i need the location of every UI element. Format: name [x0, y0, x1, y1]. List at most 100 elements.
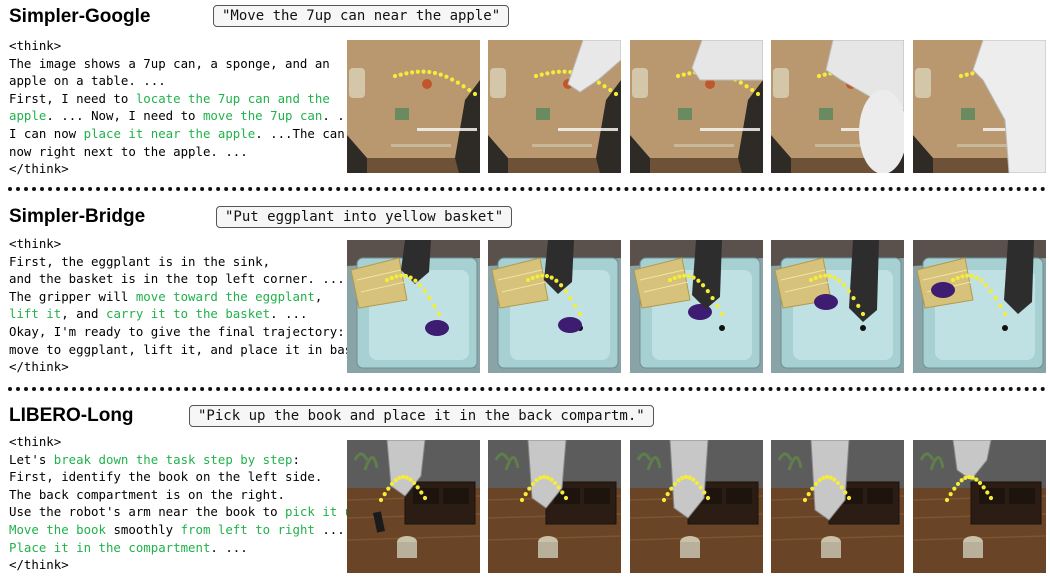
frame-thumbnail	[488, 440, 621, 573]
instruction-prompt: "Pick up the book and place it in the ba…	[189, 405, 654, 427]
reasoning-line: Okay, I'm ready to give the final trajec…	[9, 323, 382, 341]
reasoning-phrase: </think>	[9, 557, 69, 573]
reasoning-line: Use the robot's arm near the book to pic…	[9, 503, 382, 521]
reasoning-phrase: smoothly	[105, 521, 181, 537]
robot-scene-image	[913, 440, 1046, 573]
frame-thumbnail	[347, 440, 480, 573]
frame-thumbnail	[347, 40, 480, 173]
reasoning-line: Move the book smoothly from left to righ…	[9, 521, 382, 539]
reasoning-phrase: First, identify the book on the left sid…	[9, 469, 323, 485]
reasoning-phrase: Use the robot's arm near the book to	[9, 504, 286, 520]
section-title: LIBERO-Long	[9, 405, 134, 426]
robot-scene-image	[347, 440, 480, 573]
frame-thumbnail	[771, 40, 904, 173]
reasoning-line: now right next to the apple. ...	[9, 143, 367, 161]
robot-scene-image	[347, 40, 480, 173]
reasoning-phrase: now right next to the apple. ...	[9, 143, 248, 159]
reasoning-phrase: apple on a table. ...	[9, 73, 166, 89]
reasoning-line: I can now place it near the apple. ...Th…	[9, 125, 367, 143]
reasoning-phrase: , and	[61, 306, 106, 322]
frame-thumbnail	[347, 240, 480, 373]
robot-scene-image	[347, 240, 480, 373]
reasoning-phrase: The gripper will	[9, 288, 136, 304]
reasoning-line: The back compartment is on the right.	[9, 486, 382, 504]
section-divider	[8, 187, 1046, 191]
robot-scene-image	[630, 240, 763, 373]
reasoning-line: First, the eggplant is in the sink,	[9, 253, 382, 271]
robot-scene-image	[630, 40, 763, 173]
highlighted-phrase: locate the 7up can and the	[135, 90, 330, 106]
reasoning-phrase: and the basket is in the top left corner…	[9, 271, 345, 287]
reasoning-line: The image shows a 7up can, a sponge, and…	[9, 55, 367, 73]
reasoning-line: apple on a table. ...	[9, 72, 367, 90]
highlighted-phrase: lift it	[9, 306, 62, 322]
frame-thumbnail	[771, 440, 904, 573]
section-title: Simpler-Google	[9, 6, 151, 27]
highlighted-phrase: move the 7up can	[202, 108, 323, 124]
reasoning-line: <think>	[9, 235, 382, 253]
reasoning-phrase: </think>	[9, 359, 69, 375]
reasoning-phrase: Let's	[9, 451, 54, 467]
reasoning-phrase: First, I need to	[9, 90, 136, 106]
robot-scene-image	[771, 40, 904, 173]
reasoning-line: Place it in the compartment. ...	[9, 539, 382, 557]
frame-thumbnail	[913, 240, 1046, 373]
frame-thumbnail	[630, 440, 763, 573]
reasoning-phrase: Okay, I'm ready to give the final trajec…	[9, 323, 345, 339]
reasoning-phrase: <think>	[9, 236, 62, 251]
reasoning-phrase: <think>	[9, 38, 62, 53]
instruction-prompt: "Put eggplant into yellow basket"	[216, 206, 513, 228]
frame-thumbnail	[630, 240, 763, 373]
robot-scene-image	[488, 40, 621, 173]
robot-scene-image	[488, 240, 621, 373]
reasoning-phrase: ,	[314, 288, 323, 304]
section-simpler-google: Simpler-Google "Move the 7up can near th…	[0, 0, 1050, 185]
reasoning-line: and the basket is in the top left corner…	[9, 270, 382, 288]
highlighted-phrase: Place it in the compartment	[9, 539, 211, 555]
reasoning-phrase: . ...	[270, 306, 308, 322]
robot-scene-image	[630, 440, 763, 573]
reasoning-phrase: . ... Now, I need to	[46, 108, 203, 124]
highlighted-phrase: Move the book	[9, 521, 106, 537]
section-title: Simpler-Bridge	[9, 206, 146, 227]
robot-scene-image	[488, 440, 621, 573]
highlighted-phrase: break down the task step by step	[53, 451, 293, 467]
reasoning-phrase: <think>	[9, 434, 62, 449]
section-simpler-bridge: Simpler-Bridge "Put eggplant into yellow…	[9, 206, 1046, 376]
reasoning-phrase: The image shows a 7up can, a sponge, and…	[9, 55, 330, 71]
robot-scene-image	[771, 240, 904, 373]
reasoning-line: </think>	[9, 160, 367, 178]
highlighted-phrase: from left to right	[180, 521, 315, 537]
frame-thumbnail	[913, 40, 1046, 173]
reasoning-phrase: The back compartment is on the right.	[9, 486, 286, 502]
highlighted-phrase: apple	[9, 108, 47, 124]
frame-thumbnail	[488, 240, 621, 373]
highlighted-phrase: place it near the apple	[83, 125, 256, 141]
reasoning-line: </think>	[9, 358, 382, 376]
reasoning-line: The gripper will move toward the eggplan…	[9, 288, 382, 306]
reasoning-line: First, identify the book on the left sid…	[9, 468, 382, 486]
reasoning-line: lift it, and carry it to the basket. ...	[9, 305, 382, 323]
section-divider	[8, 387, 1046, 391]
robot-scene-image	[913, 40, 1046, 173]
reasoning-line: Let's break down the task step by step:	[9, 451, 382, 469]
reasoning-text: <think> Let's break down the task step by…	[9, 433, 382, 574]
frame-thumbnail	[913, 440, 1046, 573]
robot-scene-image	[913, 240, 1046, 373]
highlighted-phrase: move toward the eggplant	[135, 288, 315, 304]
reasoning-phrase: ...	[314, 521, 345, 537]
robot-scene-image	[771, 440, 904, 573]
reasoning-phrase: :	[292, 451, 300, 467]
frame-thumbnail	[488, 40, 621, 173]
reasoning-line: <think>	[9, 433, 382, 451]
frame-thumbnail	[771, 240, 904, 373]
reasoning-phrase: I can now	[9, 125, 84, 141]
reasoning-line: </think>	[9, 556, 382, 574]
reasoning-phrase: First, the eggplant is in the sink,	[9, 253, 271, 269]
highlighted-phrase: carry it to the basket	[105, 306, 271, 322]
reasoning-line: First, I need to locate the 7up can and …	[9, 90, 367, 108]
reasoning-text: <think> The image shows a 7up can, a spon…	[9, 37, 367, 178]
reasoning-phrase: </think>	[9, 161, 69, 177]
reasoning-phrase: . ...	[210, 539, 248, 555]
